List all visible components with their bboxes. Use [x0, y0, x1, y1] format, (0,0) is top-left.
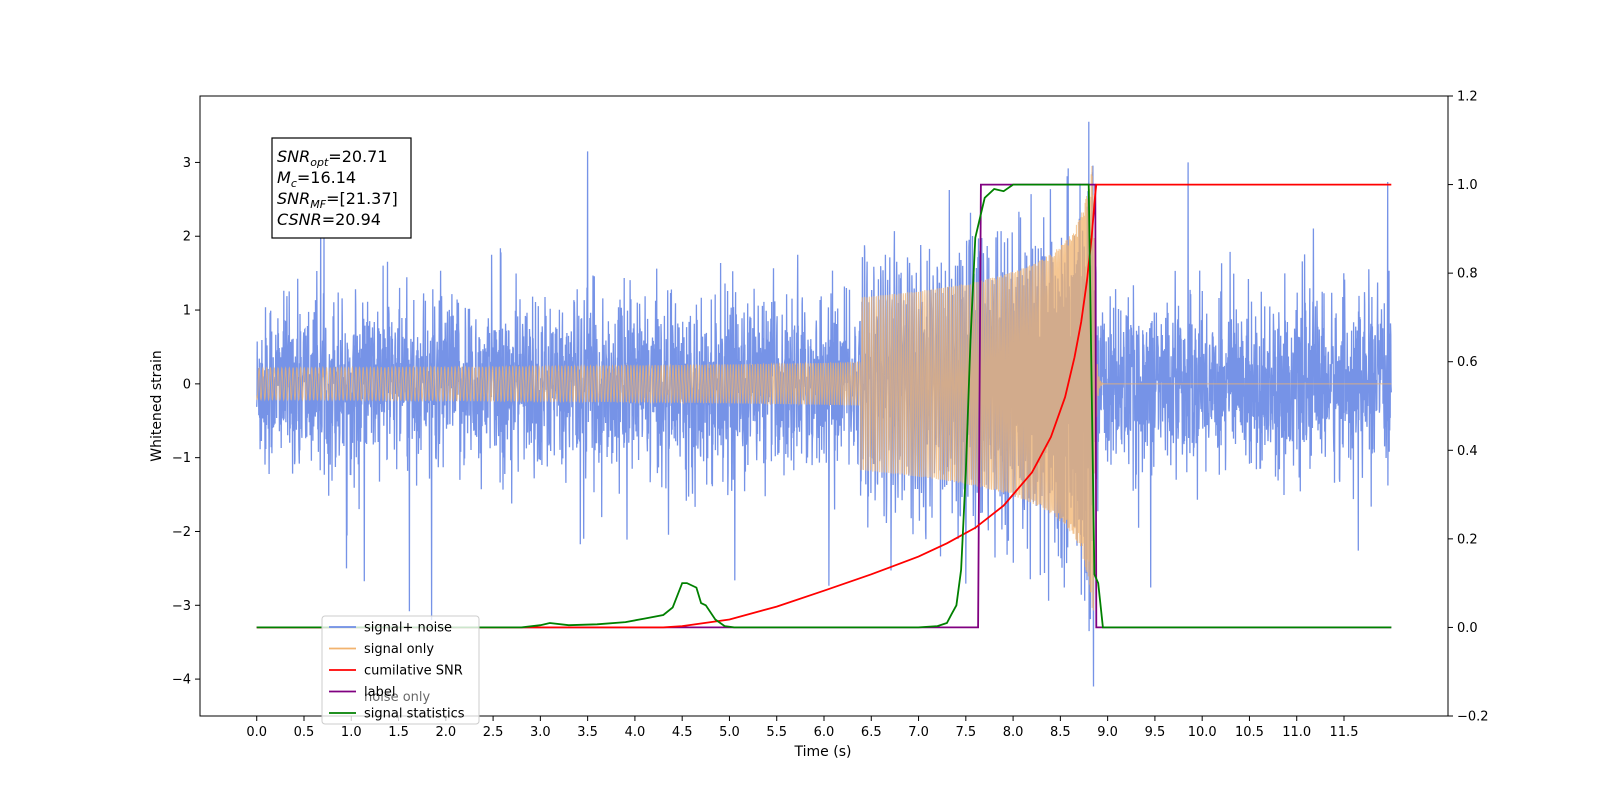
y-left-tick-label: 0 [183, 377, 191, 392]
y-left-tick-label: −1 [172, 451, 191, 466]
x-axis: 0.0 0.5 1.0 1.5 2.0 2.5 3.0 3.5 4.0 4.5 5.0 5.5 6.0 6… [246, 716, 1358, 740]
y-right-tick-label: 1.0 [1457, 178, 1478, 193]
x-tick-label: 4.0 [625, 725, 646, 740]
legend: noise only signal+ noise signal only cumila… [321, 615, 480, 725]
x-tick-label: 11.0 [1282, 725, 1311, 740]
y-left-tick-label: 3 [183, 156, 191, 171]
y-left-tick-label: −4 [172, 673, 191, 688]
legend-label: label [364, 685, 395, 700]
series-signal-only [256, 166, 1392, 611]
y-right-tick-label: 0.6 [1457, 355, 1478, 370]
legend-frame [321, 615, 480, 725]
legend-hidden-label: noise only [364, 690, 431, 705]
x-tick-label: 9.5 [1145, 725, 1166, 740]
y-right-tick-label: 0.2 [1457, 532, 1478, 547]
x-tick-label: 11.5 [1330, 725, 1359, 740]
x-tick-label: 1.0 [341, 725, 362, 740]
y-axis-right: −0.2 0.0 0.2 0.4 0.6 0.8 1.0 1.2 [1448, 90, 1489, 725]
x-tick-label: 1.5 [388, 725, 409, 740]
y-axis-left: −4 −3 −2 −1 0 1 2 3 [172, 156, 200, 688]
series-signal-plus-noise [256, 121, 1392, 687]
x-tick-label: 7.0 [908, 725, 929, 740]
y-left-tick-label: 2 [183, 230, 191, 245]
y-axis-label-left: Whitened strain [149, 350, 165, 461]
series-group [256, 121, 1392, 687]
series-signal-statistics [256, 183, 1392, 629]
legend-label: signal statistics [364, 707, 465, 722]
annotation-line: Mc=16.14 [277, 168, 356, 190]
x-tick-label: 2.5 [483, 725, 504, 740]
x-tick-label: 5.5 [766, 725, 787, 740]
annotation-frame [271, 137, 412, 239]
y-right-tick-label: 1.2 [1457, 90, 1478, 105]
x-tick-label: 10.5 [1235, 725, 1264, 740]
legend-label: signal only [364, 642, 434, 657]
x-tick-label: 5.0 [719, 725, 740, 740]
x-tick-label: 9.0 [1097, 725, 1118, 740]
x-tick-label: 10.0 [1188, 725, 1217, 740]
x-axis-label: Time (s) [794, 744, 852, 760]
annotation-line: SNRopt=20.71 [277, 147, 388, 169]
legend-label: cumilative SNR [364, 664, 463, 679]
x-tick-label: 0.5 [294, 725, 315, 740]
annotation-line: SNRMF=[21.37] [277, 189, 398, 211]
x-tick-label: 6.5 [861, 725, 882, 740]
x-tick-label: 3.5 [577, 725, 598, 740]
x-tick-label: 3.0 [530, 725, 551, 740]
y-right-tick-label: 0.0 [1457, 621, 1478, 636]
x-tick-label: 7.5 [955, 725, 976, 740]
y-left-tick-label: −3 [172, 599, 191, 614]
x-tick-label: 0.0 [246, 725, 267, 740]
y-right-tick-label: 0.4 [1457, 444, 1478, 459]
y-right-tick-label: −0.2 [1457, 710, 1489, 725]
x-tick-label: 8.5 [1050, 725, 1071, 740]
x-tick-label: 2.0 [435, 725, 456, 740]
legend-label: signal+ noise [364, 621, 452, 636]
x-tick-label: 6.0 [814, 725, 835, 740]
x-tick-label: 4.5 [672, 725, 693, 740]
stats-annotation-box: SNRopt=20.71Mc=16.14SNRMF=[21.37]CSNR=20… [271, 137, 412, 239]
y-right-tick-label: 0.8 [1457, 267, 1478, 282]
y-left-tick-label: −2 [172, 525, 191, 540]
annotation-line: CSNR=20.94 [277, 210, 381, 229]
y-left-tick-label: 1 [183, 304, 191, 319]
x-tick-label: 8.0 [1003, 725, 1024, 740]
